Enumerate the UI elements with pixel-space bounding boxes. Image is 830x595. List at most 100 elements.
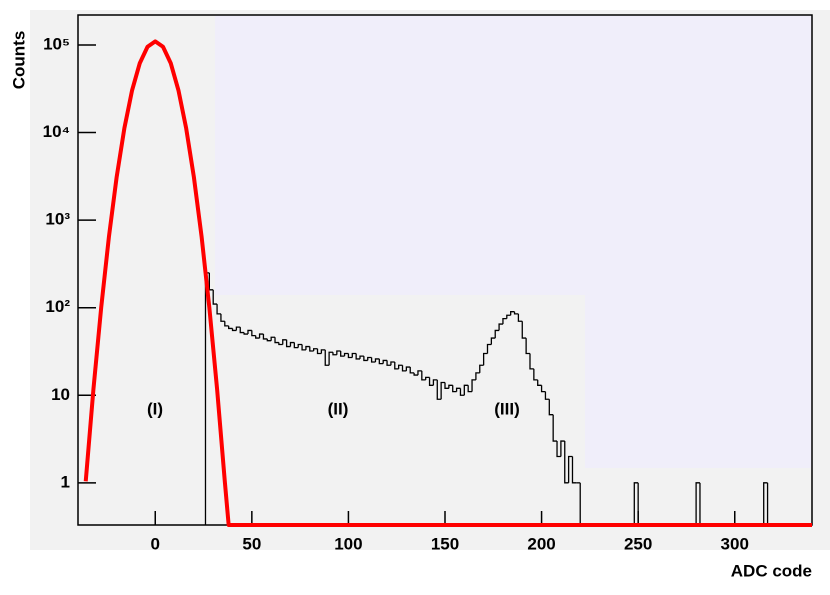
histogram-bin bbox=[409, 367, 415, 374]
y-tick-label: 10³ bbox=[45, 210, 70, 229]
histogram-bin bbox=[363, 356, 368, 362]
histogram-bin bbox=[374, 358, 380, 362]
y-tick-label: 1 bbox=[61, 472, 70, 491]
histogram-bin bbox=[552, 414, 558, 442]
histogram-bin bbox=[695, 482, 700, 525]
histogram-bin bbox=[243, 332, 248, 335]
histogram-bin bbox=[544, 391, 550, 400]
histogram-bin bbox=[560, 440, 565, 457]
histogram-bin bbox=[262, 334, 268, 340]
histogram-bin bbox=[421, 370, 426, 381]
annotation: (III) bbox=[494, 399, 520, 418]
histogram-bin bbox=[235, 326, 241, 331]
histogram-bin bbox=[452, 385, 457, 393]
x-tick-label: 100 bbox=[334, 534, 362, 553]
pad-region bbox=[585, 295, 812, 468]
histogram-bin bbox=[486, 343, 492, 354]
x-tick-label: 50 bbox=[242, 534, 261, 553]
histogram-bin bbox=[258, 333, 264, 339]
histogram-bin bbox=[332, 352, 337, 356]
histogram-bin bbox=[494, 329, 500, 339]
histogram-bin bbox=[278, 342, 283, 346]
x-tick-label: 300 bbox=[721, 534, 749, 553]
annotation: (II) bbox=[328, 399, 349, 418]
fit-curve bbox=[83, 39, 812, 527]
x-tick-label: 0 bbox=[151, 534, 160, 553]
histogram-bin bbox=[521, 321, 527, 339]
histogram-bin bbox=[359, 355, 364, 359]
histogram-bin bbox=[467, 385, 473, 393]
histogram-bin bbox=[529, 353, 534, 370]
histogram-bin bbox=[533, 368, 538, 381]
histogram-bin bbox=[305, 345, 310, 350]
histogram-bin bbox=[293, 342, 299, 349]
histogram-bin bbox=[239, 327, 245, 334]
histogram-bin bbox=[297, 343, 303, 348]
annotation: (I) bbox=[147, 399, 163, 418]
histogram-bin bbox=[378, 358, 384, 365]
histogram-bin bbox=[405, 366, 411, 371]
histogram-bin bbox=[355, 353, 361, 360]
histogram-bin bbox=[336, 350, 341, 355]
histogram-bin bbox=[459, 388, 465, 396]
y-axis-title: Counts bbox=[9, 31, 28, 90]
histogram-bin bbox=[220, 313, 225, 322]
histogram-bin bbox=[324, 349, 330, 366]
histogram-bin bbox=[313, 348, 318, 352]
histogram-bin bbox=[382, 359, 388, 364]
histogram-bin bbox=[328, 351, 333, 366]
histogram-bin bbox=[228, 325, 233, 330]
histogram-bin bbox=[413, 372, 418, 376]
histogram-bin bbox=[475, 372, 480, 380]
histogram-bin bbox=[506, 314, 511, 319]
histogram-bin bbox=[255, 335, 260, 339]
histogram-bin bbox=[270, 336, 276, 341]
histogram-bin bbox=[482, 352, 488, 366]
histogram-bin bbox=[274, 337, 279, 344]
histogram-bin bbox=[444, 382, 449, 389]
histogram-bin bbox=[351, 352, 357, 358]
histogram-bin bbox=[231, 328, 237, 332]
histogram-bin bbox=[498, 323, 503, 331]
x-axis-title: ADC code bbox=[731, 561, 812, 580]
histogram-bin bbox=[309, 346, 314, 352]
histogram-bin bbox=[343, 352, 349, 357]
histogram-bin bbox=[490, 337, 496, 345]
histogram-bin bbox=[479, 364, 484, 373]
pad-region bbox=[215, 15, 812, 295]
y-tick-label: 10⁴ bbox=[43, 122, 70, 141]
histogram-bin bbox=[247, 329, 252, 335]
x-tick-label: 250 bbox=[624, 534, 652, 553]
histogram-bin bbox=[417, 370, 422, 376]
histogram-bin bbox=[394, 361, 399, 370]
histogram-bin bbox=[401, 365, 407, 372]
histogram-bin bbox=[455, 387, 461, 392]
histogram-bin bbox=[301, 344, 306, 351]
histogram-bin bbox=[440, 381, 445, 400]
y-tick-label: 10⁵ bbox=[43, 34, 70, 53]
histogram-bin bbox=[216, 304, 221, 315]
histogram-bin bbox=[463, 384, 469, 396]
histogram-bin bbox=[224, 321, 229, 327]
histogram-bin bbox=[285, 339, 291, 348]
histogram-bin bbox=[425, 376, 430, 380]
histogram-bin bbox=[564, 441, 569, 484]
histogram-bin bbox=[567, 455, 573, 483]
x-tick-label: 200 bbox=[527, 534, 555, 553]
histogram-bin bbox=[540, 385, 546, 393]
histogram-bin bbox=[763, 482, 768, 525]
histogram-bin bbox=[432, 379, 438, 386]
histogram-bin bbox=[448, 384, 453, 389]
histogram-bin bbox=[320, 349, 326, 354]
histogram-bin bbox=[471, 379, 476, 392]
histogram-bin bbox=[510, 311, 515, 316]
histogram-bin bbox=[282, 339, 287, 345]
x-tick-label: 150 bbox=[431, 534, 459, 553]
histogram-bin bbox=[370, 357, 376, 363]
histogram-bin bbox=[251, 330, 256, 337]
histogram-bin bbox=[367, 356, 372, 361]
histogram-bin bbox=[513, 311, 519, 315]
histogram-bin bbox=[502, 317, 507, 325]
histogram-bin bbox=[397, 364, 403, 369]
